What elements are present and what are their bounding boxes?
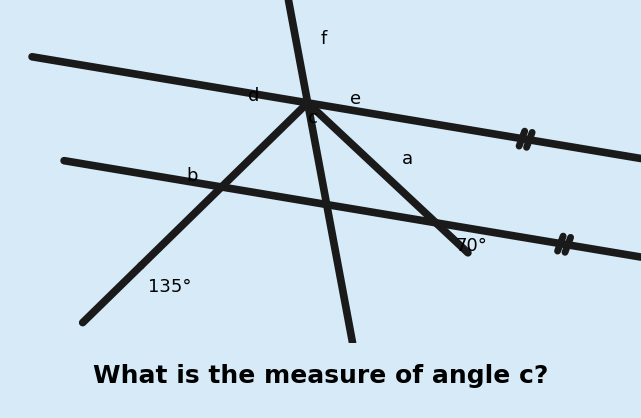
Text: a: a xyxy=(401,150,413,168)
Text: 70°: 70° xyxy=(455,237,487,255)
Text: e: e xyxy=(350,89,362,107)
Text: d: d xyxy=(247,87,259,105)
Text: What is the measure of angle c?: What is the measure of angle c? xyxy=(93,364,548,388)
Text: b: b xyxy=(187,167,198,185)
Text: f: f xyxy=(320,30,327,48)
Text: c: c xyxy=(308,109,318,127)
Text: 135°: 135° xyxy=(148,278,192,296)
